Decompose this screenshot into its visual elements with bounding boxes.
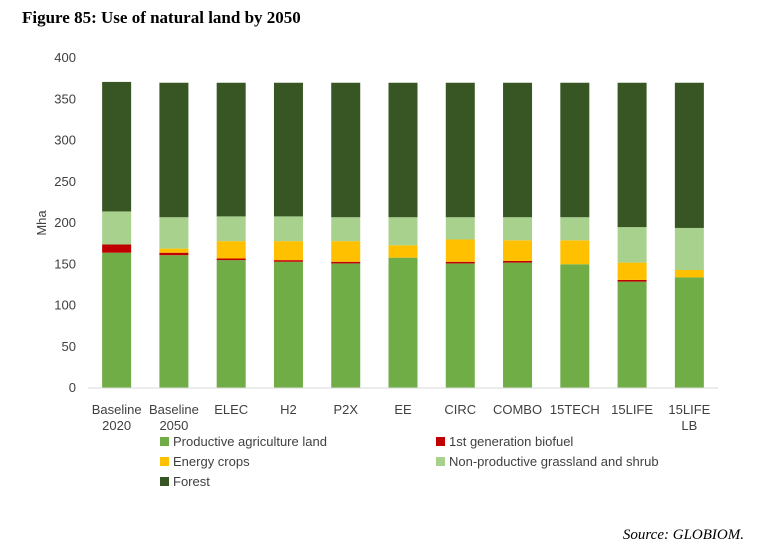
bar-segment-productive-agriculture-land xyxy=(445,263,475,388)
x-tick-label: H2 xyxy=(280,402,297,417)
y-tick-label: 200 xyxy=(54,215,76,230)
bar-segment-forest xyxy=(273,82,303,217)
bar-segment-non-productive-grassland-and-shrub xyxy=(445,217,475,240)
x-tick-label: 15LIFE xyxy=(611,402,653,417)
bar-segment-forest xyxy=(216,82,246,217)
x-tick-label: CIRC xyxy=(444,402,476,417)
y-tick-label: 350 xyxy=(54,91,76,106)
y-tick-label: 150 xyxy=(54,256,76,271)
x-tick-label: ELEC xyxy=(214,402,248,417)
bar-segment-non-productive-grassland-and-shrub xyxy=(102,211,132,245)
x-tick-label: COMBO xyxy=(493,402,542,417)
legend-label: Productive agriculture land xyxy=(173,434,327,449)
bar-segment-productive-agriculture-land xyxy=(102,252,132,388)
bar-segment-productive-agriculture-land xyxy=(159,255,189,388)
legend-label: Energy crops xyxy=(173,454,250,469)
bar-segment-forest xyxy=(331,82,361,218)
bar-segment-forest xyxy=(159,82,189,218)
legend-swatch xyxy=(160,457,169,466)
x-tick-label: Baseline xyxy=(149,402,199,417)
bar-segment-1st-generation-biofuel xyxy=(273,260,303,262)
bar-segment-1st-generation-biofuel xyxy=(216,258,246,261)
x-tick-label: 2050 xyxy=(159,418,188,433)
bar-segment-forest xyxy=(503,82,533,218)
bar-segment-energy-crops xyxy=(273,241,303,261)
bar-segment-productive-agriculture-land xyxy=(503,262,533,388)
bar-segment-productive-agriculture-land xyxy=(331,263,361,388)
bar-segment-non-productive-grassland-and-shrub xyxy=(388,217,418,246)
legend-label: Non-productive grassland and shrub xyxy=(449,454,659,469)
y-tick-label: 0 xyxy=(69,380,76,395)
x-tick-label: P2X xyxy=(333,402,358,417)
bar-segment-1st-generation-biofuel xyxy=(617,279,647,282)
bar-segment-energy-crops xyxy=(331,241,361,262)
bar-segment-non-productive-grassland-and-shrub xyxy=(674,227,704,271)
bar-segment-non-productive-grassland-and-shrub xyxy=(503,217,533,241)
bar-segment-energy-crops xyxy=(617,262,647,280)
bar-segment-energy-crops xyxy=(216,241,246,259)
bar-segment-non-productive-grassland-and-shrub xyxy=(273,216,303,242)
legend-label: 1st generation biofuel xyxy=(449,434,573,449)
bar-segment-1st-generation-biofuel xyxy=(159,252,189,256)
bar-segment-1st-generation-biofuel xyxy=(102,244,132,253)
x-tick-label: Baseline xyxy=(92,402,142,417)
bar-segment-productive-agriculture-land xyxy=(388,257,418,388)
y-tick-label: 100 xyxy=(54,298,76,313)
bar-segment-1st-generation-biofuel xyxy=(445,261,475,264)
x-tick-label: 15LIFE xyxy=(668,402,710,417)
bar-segment-productive-agriculture-land xyxy=(216,260,246,388)
figure-title: Figure 85: Use of natural land by 2050 xyxy=(22,8,301,27)
bar-segment-productive-agriculture-land xyxy=(273,261,303,388)
x-tick-label: EE xyxy=(394,402,412,417)
source-note: Source: GLOBIOM. xyxy=(622,527,744,543)
y-tick-label: 300 xyxy=(54,133,76,148)
bar-segment-non-productive-grassland-and-shrub xyxy=(617,227,647,263)
bar-segment-non-productive-grassland-and-shrub xyxy=(216,216,246,242)
x-tick-label: 15TECH xyxy=(550,402,600,417)
bar-segment-1st-generation-biofuel xyxy=(331,261,361,264)
bar-segment-productive-agriculture-land xyxy=(560,264,590,388)
bar-segment-non-productive-grassland-and-shrub xyxy=(159,217,189,249)
bar-segment-energy-crops xyxy=(445,239,475,262)
legend-swatch xyxy=(160,477,169,486)
legend-label: Forest xyxy=(173,474,210,489)
bar-segment-1st-generation-biofuel xyxy=(503,260,533,263)
y-tick-label: 250 xyxy=(54,174,76,189)
bar-segment-energy-crops xyxy=(503,240,533,261)
bar-segment-productive-agriculture-land xyxy=(617,281,647,388)
y-tick-label: 400 xyxy=(54,50,76,65)
bar-segment-energy-crops xyxy=(159,248,189,253)
bar-segment-energy-crops xyxy=(560,240,590,265)
legend-swatch xyxy=(436,437,445,446)
bar-segment-forest xyxy=(617,82,647,228)
bar-segment-energy-crops xyxy=(388,245,418,258)
bar-segment-energy-crops xyxy=(674,270,704,278)
bar-segment-non-productive-grassland-and-shrub xyxy=(331,217,361,242)
x-tick-label: LB xyxy=(681,418,697,433)
y-axis-title: Mha xyxy=(34,210,49,236)
bar-segment-forest xyxy=(674,82,704,228)
x-tick-label: 2020 xyxy=(102,418,131,433)
legend-swatch xyxy=(436,457,445,466)
y-tick-label: 50 xyxy=(62,339,76,354)
bar-segment-forest xyxy=(445,82,475,218)
bar-segment-non-productive-grassland-and-shrub xyxy=(560,217,590,241)
legend-swatch xyxy=(160,437,169,446)
bar-segment-forest xyxy=(388,82,418,218)
bar-segment-forest xyxy=(560,82,590,218)
stacked-bar-chart: 050100150200250300350400MhaBaseline2020B… xyxy=(34,50,718,489)
bar-segment-productive-agriculture-land xyxy=(674,277,704,388)
bar-segment-forest xyxy=(102,81,132,212)
